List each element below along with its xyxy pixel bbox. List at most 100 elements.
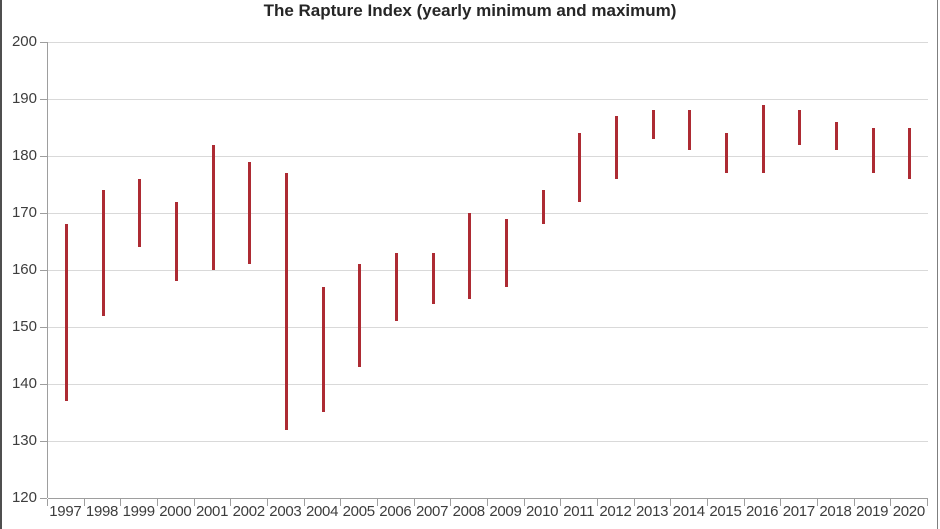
range-bar-2008[interactable] — [468, 213, 472, 299]
x-axis-label-2001: 2001 — [195, 503, 229, 520]
y-axis-label-140: 140 — [11, 375, 37, 392]
range-bar-2017[interactable] — [798, 110, 802, 145]
gridline-130 — [48, 441, 928, 442]
x-tick-22 — [853, 499, 855, 506]
y-axis-label-190: 190 — [11, 90, 37, 107]
x-axis-label-2013: 2013 — [636, 503, 669, 520]
range-bar-1998[interactable] — [101, 190, 105, 316]
gridline-170 — [48, 213, 928, 214]
y-tick-170 — [40, 213, 47, 214]
x-axis-label-2014: 2014 — [672, 503, 705, 520]
range-bar-2016[interactable] — [761, 104, 765, 174]
range-bar-2018[interactable] — [834, 121, 838, 151]
x-tick-7 — [303, 499, 305, 506]
y-tick-160 — [40, 270, 47, 271]
x-tick-14 — [560, 499, 562, 506]
x-tick-13 — [523, 499, 525, 506]
x-axis-label-2009: 2009 — [489, 503, 522, 520]
y-axis-label-180: 180 — [11, 147, 37, 164]
y-tick-180 — [40, 156, 47, 157]
x-axis-label-2015: 2015 — [709, 503, 742, 520]
x-tick-23 — [890, 499, 892, 506]
y-axis-label-160: 160 — [11, 261, 37, 278]
x-axis-label-2008: 2008 — [452, 503, 485, 520]
range-bar-2004[interactable] — [321, 287, 325, 413]
x-tick-15 — [597, 499, 598, 506]
gridline-180 — [48, 156, 928, 157]
range-bar-2007[interactable] — [431, 252, 435, 305]
x-axis-labels: 1997 1998 1999 2000 2001 2002 2003 2004 2005 2006… — [47, 503, 927, 520]
range-bar-2001[interactable] — [211, 144, 215, 270]
range-bar-2005[interactable] — [358, 264, 362, 367]
chart-title: The Rapture Index (yearly minimum and ma… — [263, 1, 677, 20]
y-tick-150 — [40, 327, 47, 328]
x-tick-17 — [670, 499, 672, 506]
x-axis-label-2002: 2002 — [232, 503, 265, 520]
x-tick-8 — [340, 499, 342, 506]
y-axis-label-170: 170 — [11, 204, 37, 221]
plot-area — [47, 42, 928, 499]
range-bar-2019[interactable] — [871, 127, 875, 174]
x-axis-label-2019: 2019 — [856, 503, 889, 520]
gridline-200 — [48, 42, 928, 43]
x-tick-19 — [743, 499, 745, 506]
x-tick-4 — [193, 499, 195, 506]
x-axis-label-2000: 2000 — [159, 503, 192, 520]
y-tick-200 — [40, 42, 47, 43]
range-bar-2011[interactable] — [578, 133, 582, 202]
x-tick-12 — [487, 499, 488, 506]
y-tick-140 — [40, 384, 47, 385]
y-axis-label-120: 120 — [11, 489, 37, 506]
range-bar-2012[interactable] — [614, 116, 618, 179]
x-tick-3 — [157, 499, 158, 506]
x-tick-24 — [927, 499, 928, 506]
x-tick-6 — [267, 499, 268, 506]
range-bar-2020[interactable] — [908, 127, 912, 179]
y-axis-label-130: 130 — [11, 432, 37, 449]
x-axis-label-2005: 2005 — [342, 503, 375, 520]
range-bar-2014[interactable] — [688, 110, 692, 151]
x-axis-label-1998: 1998 — [85, 503, 119, 520]
gridline-150 — [48, 327, 928, 328]
x-axis-label-2011: 2011 — [563, 503, 595, 520]
x-axis-label-1999: 1999 — [122, 503, 155, 520]
y-axis-label-150: 150 — [11, 318, 37, 335]
range-bar-2006[interactable] — [394, 252, 398, 322]
right-window-border — [937, 0, 938, 529]
range-bar-2009[interactable] — [504, 218, 508, 288]
range-bar-2002[interactable] — [248, 161, 252, 265]
y-tick-120 — [40, 498, 47, 499]
x-tick-21 — [817, 499, 818, 506]
range-bar-2015[interactable] — [724, 133, 728, 174]
x-axis-label-2020: 2020 — [892, 503, 925, 520]
x-axis-label-2016: 2016 — [746, 503, 779, 520]
range-bar-2000[interactable] — [174, 201, 178, 282]
x-tick-11 — [450, 499, 452, 506]
x-axis-label-2012: 2012 — [599, 503, 632, 520]
range-bar-2003[interactable] — [284, 173, 288, 430]
range-bar-2013[interactable] — [651, 110, 655, 139]
range-bar-1997[interactable] — [64, 224, 68, 402]
range-bar-2010[interactable] — [541, 190, 545, 225]
x-tick-5 — [230, 499, 232, 506]
left-window-border — [0, 0, 2, 529]
x-axis-label-2006: 2006 — [379, 503, 412, 520]
x-axis-label-2010: 2010 — [525, 503, 559, 520]
x-axis-label-1997: 1997 — [49, 503, 82, 520]
x-tick-10 — [413, 499, 415, 506]
x-axis-line — [48, 498, 928, 499]
x-tick-9 — [377, 499, 378, 506]
x-tick-20 — [780, 499, 782, 506]
x-axis-label-2018: 2018 — [819, 503, 852, 520]
x-tick-16 — [633, 499, 635, 506]
y-axis-label-200: 200 — [11, 33, 37, 50]
gridline-140 — [48, 384, 928, 385]
x-tick-1 — [83, 499, 85, 506]
range-bar-1999[interactable] — [138, 178, 142, 248]
x-axis-label-2017: 2017 — [782, 503, 815, 520]
y-tick-190 — [40, 99, 47, 100]
x-axis-label-2004: 2004 — [305, 503, 339, 520]
x-tick-0 — [47, 499, 48, 506]
gridline-160 — [48, 270, 928, 271]
x-axis-label-2003: 2003 — [269, 503, 302, 520]
